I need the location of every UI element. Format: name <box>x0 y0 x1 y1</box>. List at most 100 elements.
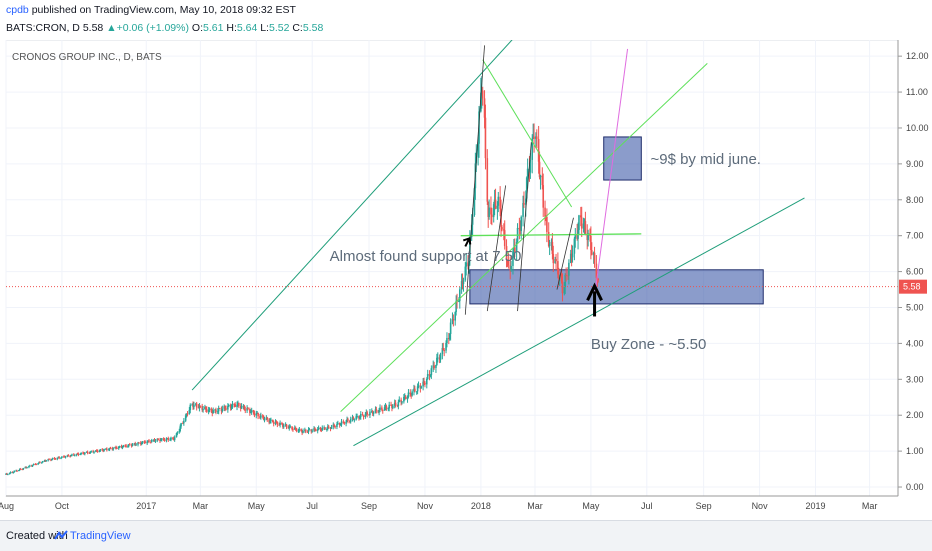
candle-body <box>595 263 598 278</box>
candle-body <box>112 448 115 450</box>
candle-body <box>510 265 512 271</box>
candle-body <box>182 423 184 425</box>
candle-body <box>524 198 527 205</box>
candle-body <box>576 234 578 239</box>
candle-body <box>505 246 508 260</box>
candle-body <box>565 274 567 276</box>
candle-body <box>301 431 303 433</box>
candle-body <box>234 404 236 407</box>
candle-body <box>295 428 298 432</box>
candle-body <box>291 426 293 430</box>
x-tick-label: Sep <box>361 501 377 511</box>
candle-body <box>133 443 136 445</box>
candle-body <box>499 196 501 209</box>
y-tick-label: 9.00 <box>906 159 924 169</box>
candle-body <box>396 404 399 406</box>
candle-body <box>134 443 137 445</box>
y-tick-label: 6.00 <box>906 267 924 277</box>
candle-body <box>451 319 454 323</box>
candle-body <box>41 461 44 463</box>
candle-body <box>542 185 545 208</box>
candle-body <box>8 472 11 475</box>
candle-body <box>262 416 265 420</box>
candle-body <box>191 404 193 406</box>
candle-body <box>127 445 129 447</box>
candle-body <box>289 426 291 428</box>
candle-body <box>67 455 70 457</box>
candle-body <box>411 391 413 396</box>
candle-body <box>343 421 346 424</box>
candle-body <box>96 450 99 452</box>
candle-body <box>215 409 217 413</box>
candle-body <box>387 408 390 410</box>
candle-body <box>554 259 556 264</box>
candle-body <box>292 429 294 431</box>
candle-body <box>188 409 191 414</box>
descending-trendline <box>482 59 573 208</box>
candle-body <box>394 402 397 405</box>
x-tick-label: 2019 <box>805 501 825 511</box>
candle-body <box>334 426 336 428</box>
candle-body <box>45 460 48 462</box>
candle-body <box>269 420 271 423</box>
candle-body <box>560 274 563 282</box>
candle-body <box>163 439 166 441</box>
candle-body <box>298 429 301 431</box>
candle-body <box>18 470 20 472</box>
candle-body <box>368 414 370 416</box>
candle-body <box>268 419 270 423</box>
candle-body <box>172 437 174 439</box>
candle-body <box>537 139 540 162</box>
candle-body <box>147 440 149 442</box>
candle-body <box>531 138 534 160</box>
candle-body <box>410 393 413 396</box>
chart-area[interactable]: 12.00 11.00 10.00 9.00 8.00 7.00 6.00 5.00 4.00 3… <box>0 23 932 520</box>
candle-body <box>26 467 28 469</box>
candle-body <box>340 421 343 425</box>
candle-body <box>587 233 589 241</box>
candle-body <box>544 207 546 217</box>
candle-body <box>401 401 403 403</box>
candle-body <box>327 426 330 428</box>
candle-body <box>282 424 284 427</box>
candle-body <box>166 438 169 440</box>
candle-body <box>242 405 245 407</box>
candle-body <box>212 410 214 414</box>
close-value: 5.58 <box>302 22 324 34</box>
tradingview-brand-link[interactable]: TradingView <box>70 530 131 542</box>
candle-body <box>146 441 148 444</box>
rising-light-trendline <box>340 62 708 412</box>
low-label: L: <box>260 22 269 34</box>
x-tick-label: Oct <box>55 501 70 511</box>
candle-body <box>13 470 16 473</box>
candle-body <box>375 409 378 411</box>
candle-body <box>47 459 49 461</box>
candle-body <box>83 453 85 455</box>
candle-body <box>128 444 130 446</box>
candle-body <box>349 418 352 422</box>
candle-body <box>414 388 416 392</box>
long-support-trendline <box>353 197 805 447</box>
candle-body <box>239 405 242 409</box>
candle-body <box>66 455 69 457</box>
ticker-label: BATS:CRON, D <box>6 22 80 34</box>
candle-body <box>529 159 532 173</box>
candle-body <box>483 98 486 118</box>
candle-body <box>121 447 124 449</box>
candle-body <box>236 404 238 407</box>
price-chart[interactable]: 12.00 11.00 10.00 9.00 8.00 7.00 6.00 5.00 4.00 3… <box>0 23 932 520</box>
x-tick-label: Sep <box>696 501 712 511</box>
author-link[interactable]: cpdb <box>6 4 29 16</box>
candle-body <box>272 422 275 424</box>
candle-body <box>473 188 476 216</box>
candle-body <box>169 439 171 441</box>
candle-body <box>5 473 7 475</box>
candle-body <box>567 275 569 277</box>
candle-body <box>32 463 35 466</box>
candle-body <box>406 396 409 400</box>
thin-line-4 <box>556 217 574 290</box>
candle-body <box>515 241 518 252</box>
candle-body <box>9 472 12 474</box>
candle-body <box>218 407 221 409</box>
candle-body <box>551 241 554 255</box>
